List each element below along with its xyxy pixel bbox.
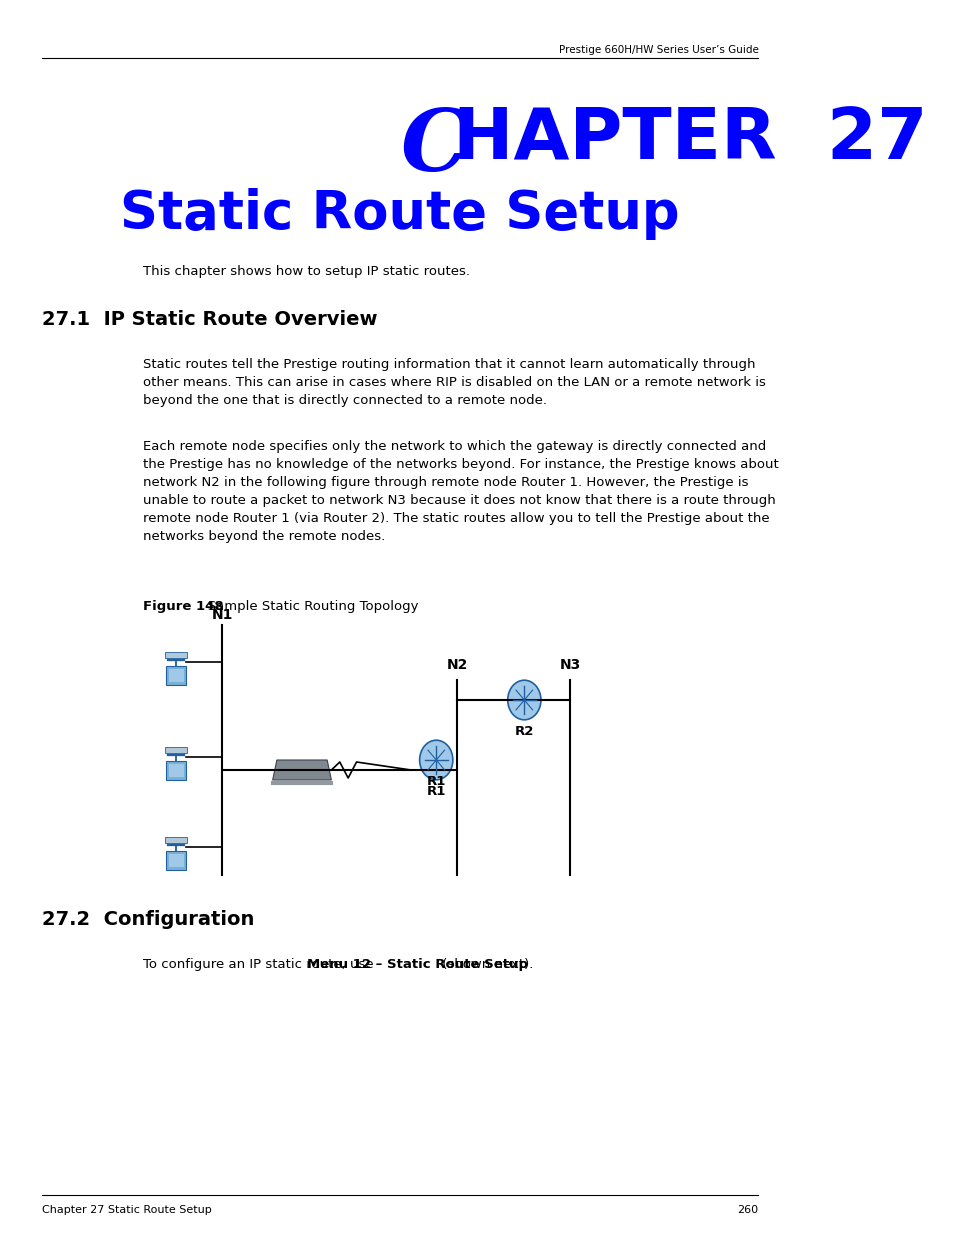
Text: Sample Static Routing Topology: Sample Static Routing Topology <box>194 600 417 613</box>
Text: N1: N1 <box>212 608 233 622</box>
Text: This chapter shows how to setup IP static routes.: This chapter shows how to setup IP stati… <box>142 266 469 278</box>
Bar <box>165 652 187 658</box>
Text: Static routes tell the Prestige routing information that it cannot learn automat: Static routes tell the Prestige routing … <box>142 358 764 408</box>
Polygon shape <box>273 760 331 781</box>
Text: 27.2  Configuration: 27.2 Configuration <box>42 910 254 929</box>
Text: N2: N2 <box>446 658 467 672</box>
Bar <box>166 761 186 781</box>
Text: R2: R2 <box>514 725 534 739</box>
Text: To configure an IP static route, use: To configure an IP static route, use <box>142 958 377 971</box>
Text: C: C <box>399 105 468 189</box>
Bar <box>166 666 186 685</box>
Text: 260: 260 <box>737 1205 758 1215</box>
Bar <box>165 747 187 753</box>
Bar <box>165 837 187 842</box>
Bar <box>169 669 183 682</box>
Text: Prestige 660H/HW Series User’s Guide: Prestige 660H/HW Series User’s Guide <box>558 44 758 56</box>
Circle shape <box>419 740 453 779</box>
Circle shape <box>507 680 540 720</box>
Text: R1: R1 <box>426 785 445 798</box>
Text: Each remote node specifies only the network to which the gateway is directly con: Each remote node specifies only the netw… <box>142 440 778 543</box>
Bar <box>169 763 183 777</box>
Text: Chapter 27 Static Route Setup: Chapter 27 Static Route Setup <box>42 1205 212 1215</box>
Text: (shown next).: (shown next). <box>437 958 533 971</box>
Bar <box>169 853 183 867</box>
Text: N3: N3 <box>559 658 580 672</box>
Text: 27.1  IP Static Route Overview: 27.1 IP Static Route Overview <box>42 310 377 329</box>
Text: Figure 148: Figure 148 <box>142 600 223 613</box>
Text: Menu 12 – Static Route Setup: Menu 12 – Static Route Setup <box>307 958 528 971</box>
Text: R1: R1 <box>426 774 445 788</box>
Text: Static Route Setup: Static Route Setup <box>120 188 679 240</box>
Text: HAPTER  27: HAPTER 27 <box>453 105 926 174</box>
Bar <box>166 851 186 871</box>
